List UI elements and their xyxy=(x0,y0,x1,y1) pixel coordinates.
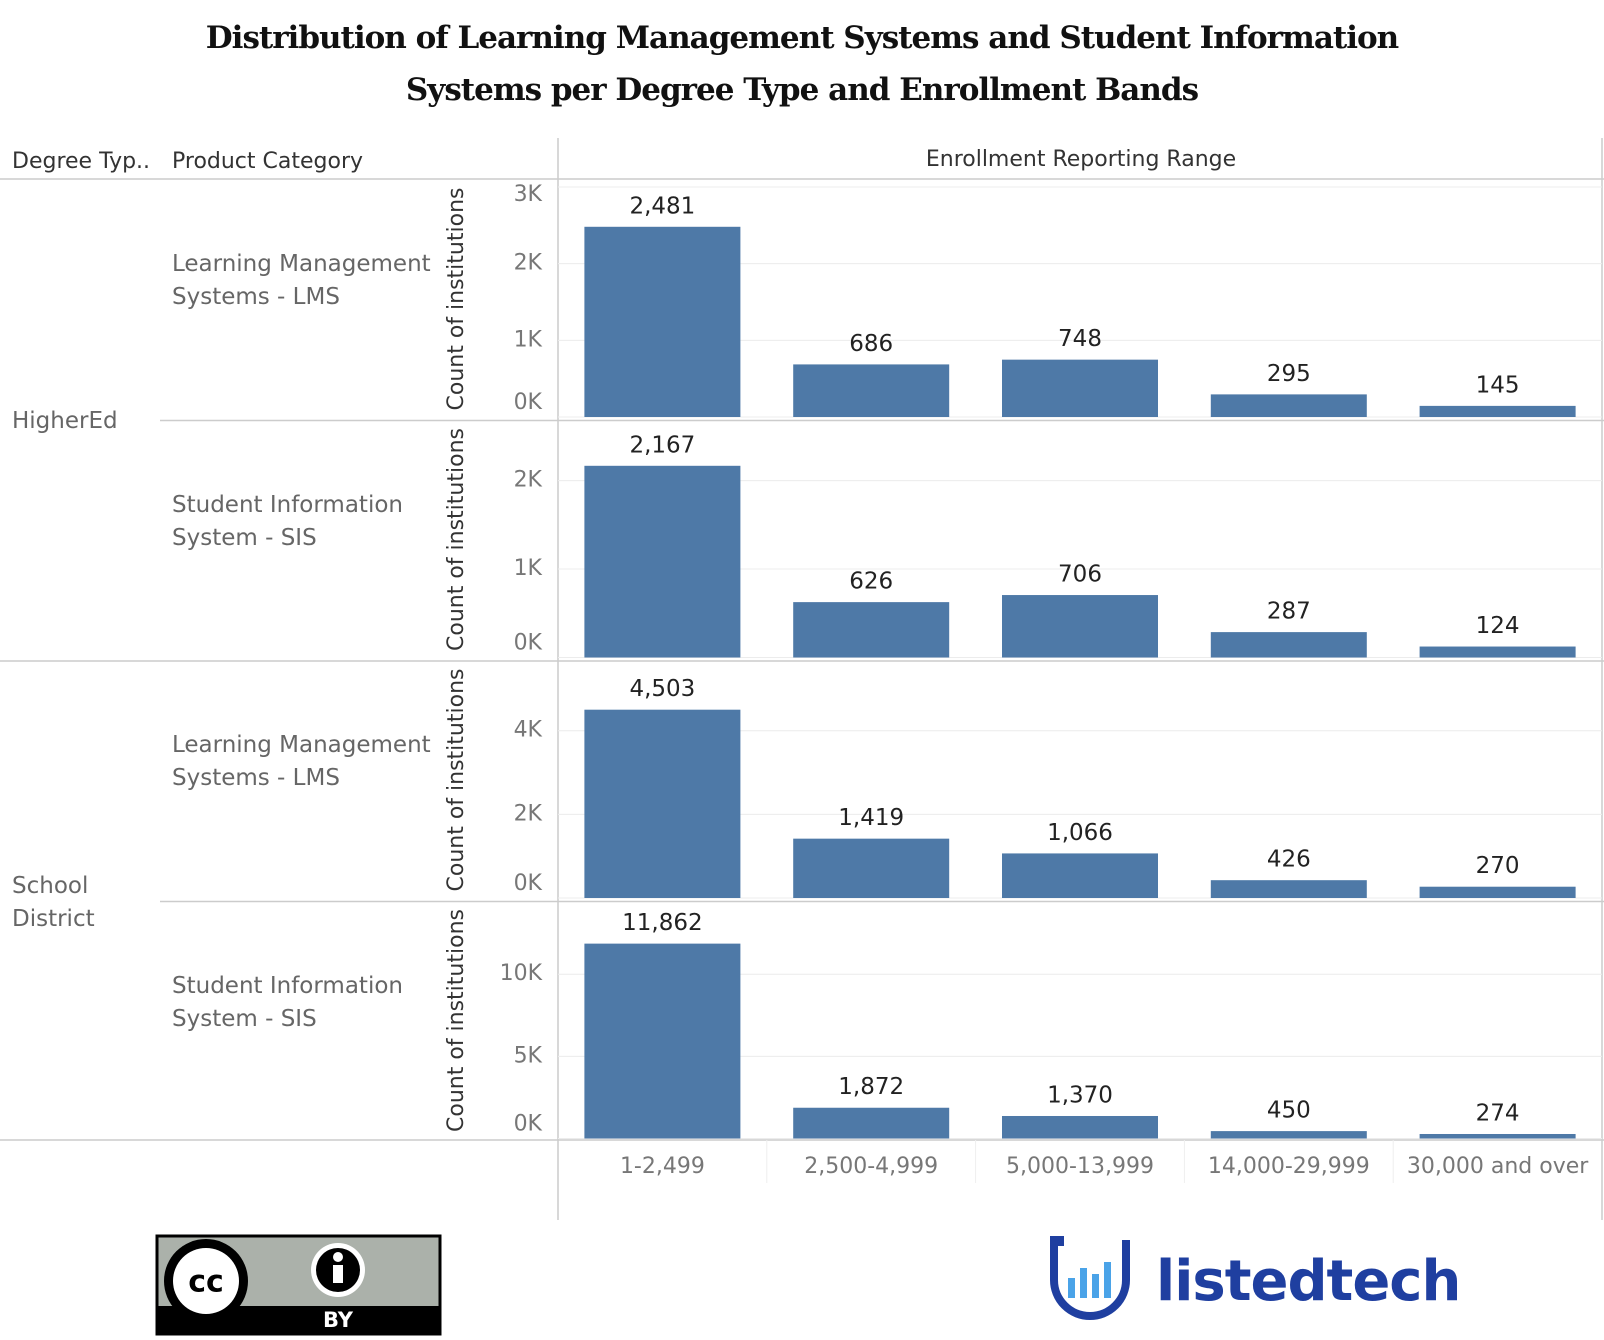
product-label-text: Learning Management Systems - LMS xyxy=(172,732,431,791)
y-tick-label: 2K xyxy=(514,251,543,276)
header-columns: Enrollment Reporting Range xyxy=(926,147,1236,172)
x-tick-label: 1-2,499 xyxy=(620,1154,705,1179)
bar xyxy=(1002,595,1158,658)
value-label: 295 xyxy=(1267,361,1311,387)
y-tick-label: 10K xyxy=(500,961,543,986)
value-label: 274 xyxy=(1476,1100,1520,1126)
bar xyxy=(793,838,950,898)
header-degree: Degree Typ.. xyxy=(12,149,150,174)
product-label-text: Learning Management Systems - LMS xyxy=(172,251,431,310)
y-tick-label: 0K xyxy=(514,871,543,896)
value-label: 4,503 xyxy=(629,676,695,702)
value-label: 1,066 xyxy=(1047,820,1113,846)
y-tick-label: 0K xyxy=(514,1112,543,1137)
degree-label-text: HigherEd xyxy=(12,408,118,434)
value-label: 1,419 xyxy=(838,805,904,831)
value-label: 450 xyxy=(1267,1098,1311,1124)
bar xyxy=(1002,853,1158,898)
y-tick-label: 4K xyxy=(514,718,543,743)
x-tick-label: 30,000 and over xyxy=(1407,1154,1589,1179)
brand-logo: listedtech xyxy=(1050,1236,1461,1320)
bar xyxy=(793,1107,950,1139)
bar xyxy=(584,943,741,1139)
value-label: 145 xyxy=(1476,372,1520,398)
value-label: 1,370 xyxy=(1047,1082,1113,1108)
header-product: Product Category xyxy=(172,149,363,174)
license-badge: cc BY xyxy=(155,1234,442,1336)
bar xyxy=(1210,632,1367,658)
value-label: 287 xyxy=(1267,599,1311,625)
x-tick-label: 5,000-13,999 xyxy=(1006,1154,1154,1179)
degree-label: HigherEd xyxy=(12,181,152,662)
bar xyxy=(1419,1133,1576,1139)
value-label: 426 xyxy=(1267,847,1311,873)
y-tick-label: 3K xyxy=(514,182,543,207)
y-tick-label: 2K xyxy=(514,801,543,826)
value-label: 1,872 xyxy=(838,1074,904,1100)
bar xyxy=(1419,405,1576,417)
product-label-text: Student Information System - SIS xyxy=(172,972,403,1032)
y-tick-label: 0K xyxy=(514,631,543,656)
bar xyxy=(1002,1115,1158,1139)
y-axis-label: Count of institutions xyxy=(444,669,469,892)
bar xyxy=(584,709,741,898)
y-axis-label: Count of institutions xyxy=(444,428,469,651)
y-tick-label: 1K xyxy=(514,556,543,581)
bar xyxy=(1419,646,1576,658)
product-label: Learning Management Systems - LMS xyxy=(172,644,434,880)
bar xyxy=(1419,886,1576,898)
product-label: Student Information System - SIS xyxy=(172,404,434,640)
bar xyxy=(1210,394,1367,417)
license-label: BY xyxy=(323,1308,354,1332)
brand-name: listedtech xyxy=(1156,1249,1460,1314)
bar xyxy=(1210,880,1367,898)
bar xyxy=(584,226,741,417)
value-label: 686 xyxy=(849,331,893,357)
bar xyxy=(1210,1131,1367,1139)
y-tick-label: 0K xyxy=(514,390,543,415)
bar xyxy=(1002,359,1158,417)
value-label: 2,481 xyxy=(629,193,695,219)
degree-label-text: School District xyxy=(12,872,95,932)
bar xyxy=(793,364,950,417)
license-icon: cc xyxy=(188,1265,224,1300)
product-label-text: Student Information System - SIS xyxy=(172,491,403,551)
value-label: 748 xyxy=(1058,326,1102,352)
value-label: 11,862 xyxy=(622,910,702,936)
y-tick-label: 5K xyxy=(514,1043,543,1068)
value-label: 270 xyxy=(1476,853,1520,879)
y-tick-label: 1K xyxy=(514,327,543,352)
chart-title: Distribution of Learning Management Syst… xyxy=(205,20,1399,108)
y-tick-label: 2K xyxy=(514,468,543,493)
value-label: 2,167 xyxy=(629,432,695,458)
degree-label: School District xyxy=(12,662,152,1143)
product-label: Learning Management Systems - LMS xyxy=(172,163,434,399)
y-axis-label: Count of institutions xyxy=(444,909,469,1132)
x-tick-label: 14,000-29,999 xyxy=(1208,1154,1370,1179)
value-label: 626 xyxy=(849,569,893,595)
product-label: Student Information System - SIS xyxy=(172,885,434,1121)
x-tick-label: 2,500-4,999 xyxy=(804,1154,938,1179)
bar xyxy=(793,602,950,658)
value-label: 124 xyxy=(1476,613,1520,639)
bar xyxy=(584,465,741,658)
y-axis-label: Count of institutions xyxy=(444,188,469,411)
value-label: 706 xyxy=(1058,562,1102,588)
